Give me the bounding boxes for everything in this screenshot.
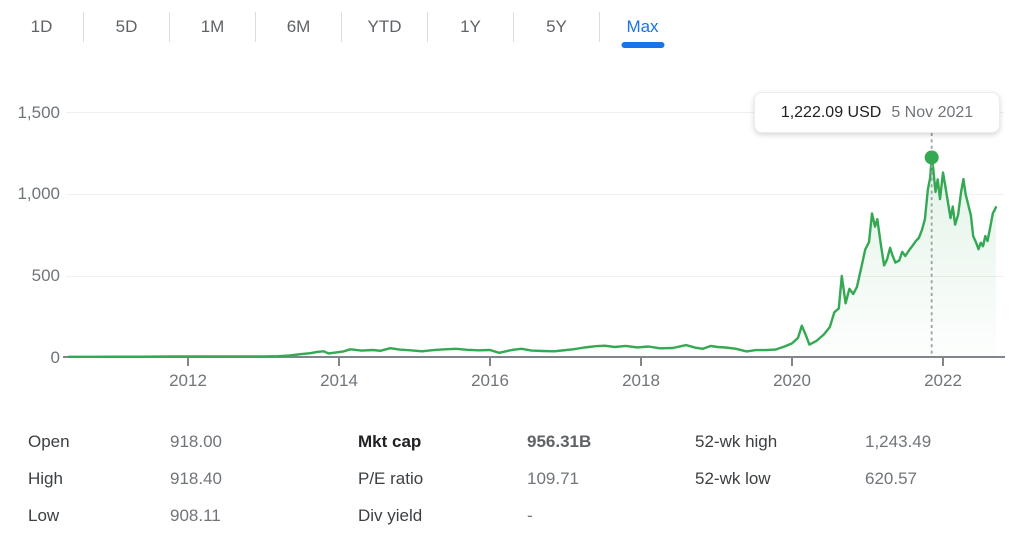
stat-value: 918.40 (170, 468, 222, 488)
y-axis-label: 1,000 (17, 184, 60, 204)
tab-divider (169, 12, 170, 42)
tab-divider (341, 12, 342, 42)
x-axis-tick (942, 358, 944, 366)
x-axis-label: 2018 (622, 371, 660, 390)
selected-tab-underline (621, 42, 664, 48)
tab-6m[interactable]: 6M (256, 6, 341, 48)
x-axis-label: 2012 (169, 371, 207, 390)
stat-value: 908.11 (170, 505, 221, 525)
stats-column-ohl: Open 918.00 High 918.40 Low 908.11 (28, 423, 328, 534)
tab-1m[interactable]: 1M (170, 6, 255, 48)
stat-label: 52-wk high (695, 431, 778, 451)
stat-row-high: High 918.40 (28, 460, 328, 497)
stat-label: Low (28, 505, 60, 525)
stat-value: 109.71 (527, 468, 579, 488)
stat-row-mkt-cap: Mkt cap 956.31B (358, 423, 668, 460)
y-axis-label: 500 (31, 266, 60, 286)
x-axis-label: 2014 (320, 371, 358, 390)
x-axis-label: 2022 (924, 371, 962, 390)
stat-label: High (28, 468, 63, 488)
x-axis-tick (791, 358, 793, 366)
x-axis-tick (640, 358, 642, 366)
stat-row-low: Low 908.11 (28, 497, 328, 534)
stat-row-open: Open 918.00 (28, 423, 328, 460)
stat-value: 956.31B (527, 431, 592, 451)
x-axis-line (63, 356, 1005, 358)
x-axis-tick (489, 358, 491, 366)
tab-5d[interactable]: 5D (84, 6, 169, 48)
time-range-tabs: 1D 5D 1M 6M YTD 1Y 5Y Max (0, 5, 685, 49)
stat-label: Div yield (358, 505, 423, 525)
stat-value: 620.57 (865, 468, 917, 488)
tab-divider (599, 12, 600, 42)
stats-column-52wk: 52-wk high 1,243.49 52-wk low 620.57 (695, 423, 1005, 497)
stat-label: Mkt cap (358, 431, 422, 451)
stat-value: 918.00 (170, 431, 222, 451)
stat-label: Open (28, 431, 70, 451)
y-gridline (66, 275, 1004, 277)
tab-ytd[interactable]: YTD (342, 6, 427, 48)
stat-row-52wk-high: 52-wk high 1,243.49 (695, 423, 1005, 460)
price-tooltip: 1,222.09 USD 5 Nov 2021 (754, 92, 1000, 133)
y-gridline (66, 112, 1004, 113)
tab-max-label: Max (626, 17, 659, 36)
tab-divider (513, 12, 514, 42)
marker-dot (924, 150, 939, 165)
tab-5y[interactable]: 5Y (514, 6, 599, 48)
tab-divider (83, 12, 84, 42)
tab-divider (255, 12, 256, 42)
y-gridline (66, 193, 1004, 195)
stat-row-52wk-low: 52-wk low 620.57 (695, 460, 1005, 497)
stat-row-pe-ratio: P/E ratio 109.71 (358, 460, 668, 497)
tab-1d[interactable]: 1D (0, 6, 83, 48)
tab-1y[interactable]: 1Y (428, 6, 513, 48)
chart-area-fill (68, 157, 996, 358)
stats-column-valuation: Mkt cap 956.31B P/E ratio 109.71 Div yie… (358, 423, 668, 534)
tab-divider (427, 12, 428, 42)
x-axis-label: 2016 (471, 371, 509, 390)
stat-label: 52-wk low (695, 468, 771, 488)
tooltip-date: 5 Nov 2021 (891, 103, 974, 121)
chart-price-line (67, 156, 998, 358)
stat-value: 1,243.49 (865, 431, 932, 451)
stat-label: P/E ratio (358, 468, 424, 488)
tooltip-price: 1,222.09 USD (780, 103, 882, 121)
x-axis-tick (187, 358, 189, 366)
x-axis-tick (338, 358, 340, 366)
tab-max[interactable]: Max (600, 6, 685, 48)
stat-row-div-yield: Div yield - (358, 497, 668, 534)
x-axis-label: 2020 (773, 371, 811, 390)
y-axis-label: 0 (50, 348, 60, 367)
y-axis-label: 1,500 (17, 102, 60, 122)
stat-value: - (527, 505, 533, 525)
